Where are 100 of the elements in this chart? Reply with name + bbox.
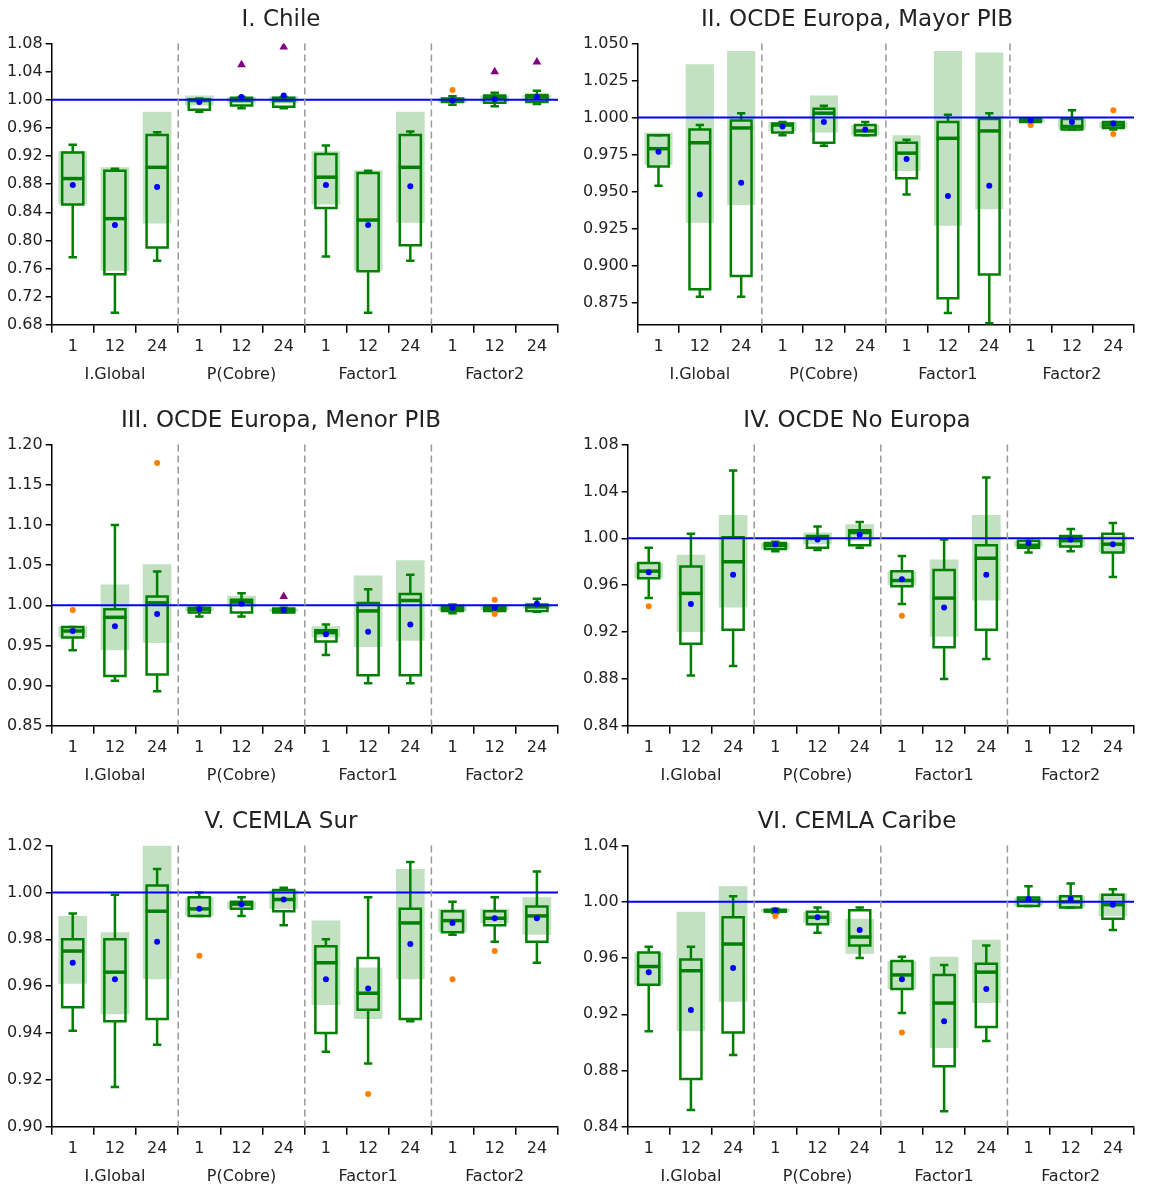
x-tick-label: 1 <box>896 1137 908 1157</box>
x-tick-label: 1 <box>653 335 664 355</box>
y-tick-label: 0.88 <box>7 173 43 193</box>
x-tick-label: 1 <box>194 335 205 355</box>
x-tick-label: 1 <box>770 1137 781 1157</box>
y-tick-label: 1.00 <box>7 881 43 901</box>
x-tick-label: 12 <box>231 335 252 355</box>
y-tick-label: 0.85 <box>7 714 43 734</box>
text: P(Cobre) <box>782 764 853 784</box>
y-tick-label: 0.96 <box>7 975 43 995</box>
x-tick-label: 1 <box>777 335 788 355</box>
y-tick-label: 1.00 <box>7 89 43 108</box>
x-tick-label: 12 <box>484 335 505 355</box>
x-tick-label: 12 <box>357 1137 379 1157</box>
chart-title: V. CEMLA Sur <box>204 806 358 833</box>
y-tick-label: 1.00 <box>7 594 43 614</box>
text: Factor1 <box>338 363 398 383</box>
x-tick-label: 12 <box>104 736 126 756</box>
y-tick-label: 0.80 <box>7 229 43 249</box>
x-tick-label: 1 <box>67 1137 78 1157</box>
y-tick-label: 1.04 <box>583 834 619 854</box>
text: Factor1 <box>338 1165 398 1185</box>
chart-title: IV. OCDE No Europa <box>743 405 971 432</box>
text: Factor1 <box>338 764 398 784</box>
x-tick-label: 24 <box>146 736 168 756</box>
x-tick-label: 1 <box>194 1137 205 1157</box>
text: P(Cobre) <box>206 1165 277 1185</box>
x-tick-label: 1 <box>896 736 908 756</box>
y-tick-label: 1.050 <box>582 32 629 52</box>
y-tick-label: 0.875 <box>582 291 629 311</box>
x-tick-label: 12 <box>1060 736 1081 756</box>
x-tick-label: 24 <box>526 736 548 756</box>
text: P(Cobre) <box>206 363 277 383</box>
x-tick-label: 1 <box>1023 736 1034 756</box>
x-tick-label: 12 <box>933 736 955 756</box>
text: Factor1 <box>914 764 974 784</box>
y-tick-label: 0.84 <box>583 714 619 734</box>
x-tick-label: 1 <box>194 736 205 756</box>
x-tick-label: 24 <box>526 1137 548 1157</box>
y-tick-label: 0.95 <box>7 634 43 654</box>
y-tick-label: 0.96 <box>7 117 43 137</box>
x-tick-label: 1 <box>1025 335 1036 355</box>
x-tick-label: 24 <box>722 1137 744 1157</box>
x-tick-label: 1 <box>67 736 78 756</box>
y-tick-label: 1.00 <box>583 891 619 910</box>
chart-title: II. OCDE Europa, Mayor PIB <box>700 4 1014 31</box>
x-tick-label: 1 <box>320 335 332 355</box>
x-tick-label: 12 <box>484 1137 505 1157</box>
x-tick-label: 1 <box>901 335 912 355</box>
y-tick-label: 1.08 <box>7 32 43 52</box>
x-tick-label: 1 <box>1023 1137 1034 1157</box>
y-tick-label: 1.15 <box>7 473 43 493</box>
text: Factor1 <box>918 363 978 383</box>
x-tick-label: 12 <box>807 1137 828 1157</box>
text: Factor2 <box>1042 363 1102 383</box>
y-tick-label: 1.04 <box>583 480 619 500</box>
text: I.Global <box>660 764 722 784</box>
x-tick-label: 12 <box>231 736 252 756</box>
x-tick-label: 1 <box>67 335 78 355</box>
y-tick-label: 1.02 <box>7 834 43 854</box>
text: P(Cobre) <box>782 1165 853 1185</box>
x-tick-label: 12 <box>680 1137 702 1157</box>
x-tick-label: 24 <box>400 335 421 355</box>
y-tick-label: 0.84 <box>583 1115 619 1135</box>
x-tick-label: 24 <box>146 335 168 355</box>
y-tick-label: 0.92 <box>583 621 619 641</box>
x-tick-label: 12 <box>813 335 835 355</box>
x-tick-label: 1 <box>770 736 781 756</box>
x-tick-label: 1 <box>447 335 458 355</box>
x-tick-label: 24 <box>855 335 876 355</box>
y-tick-label: 0.92 <box>7 1069 43 1089</box>
chart-title: I. Chile <box>241 4 321 31</box>
x-tick-label: 24 <box>849 736 870 756</box>
y-tick-label: 0.96 <box>583 574 619 594</box>
x-tick-label: 12 <box>689 335 711 355</box>
x-tick-label: 12 <box>1060 1137 1081 1157</box>
text: I.Global <box>660 1165 722 1185</box>
x-tick-label: 24 <box>976 1137 997 1157</box>
x-tick-label: 12 <box>231 1137 252 1157</box>
x-tick-label: 12 <box>357 736 379 756</box>
x-tick-label: 24 <box>400 1137 421 1157</box>
x-tick-label: 24 <box>1102 736 1124 756</box>
x-tick-label: 12 <box>484 736 505 756</box>
y-tick-label: 1.10 <box>7 514 43 534</box>
x-tick-label: 12 <box>1061 335 1083 355</box>
y-tick-label: 1.05 <box>7 554 43 574</box>
y-tick-label: 0.76 <box>7 257 43 277</box>
x-tick-label: 24 <box>722 736 744 756</box>
x-tick-label: 1 <box>447 736 458 756</box>
y-tick-label: 0.84 <box>7 201 43 221</box>
x-tick-label: 24 <box>1102 1137 1124 1157</box>
y-tick-label: 1.04 <box>7 60 43 80</box>
x-tick-label: 24 <box>526 335 548 355</box>
y-tick-label: 0.98 <box>7 928 43 948</box>
y-tick-label: 1.000 <box>582 106 629 126</box>
x-tick-label: 12 <box>937 335 959 355</box>
x-tick-label: 24 <box>273 736 294 756</box>
y-tick-label: 0.90 <box>7 674 43 694</box>
y-tick-label: 1.08 <box>583 433 619 453</box>
x-tick-label: 1 <box>643 1137 654 1157</box>
